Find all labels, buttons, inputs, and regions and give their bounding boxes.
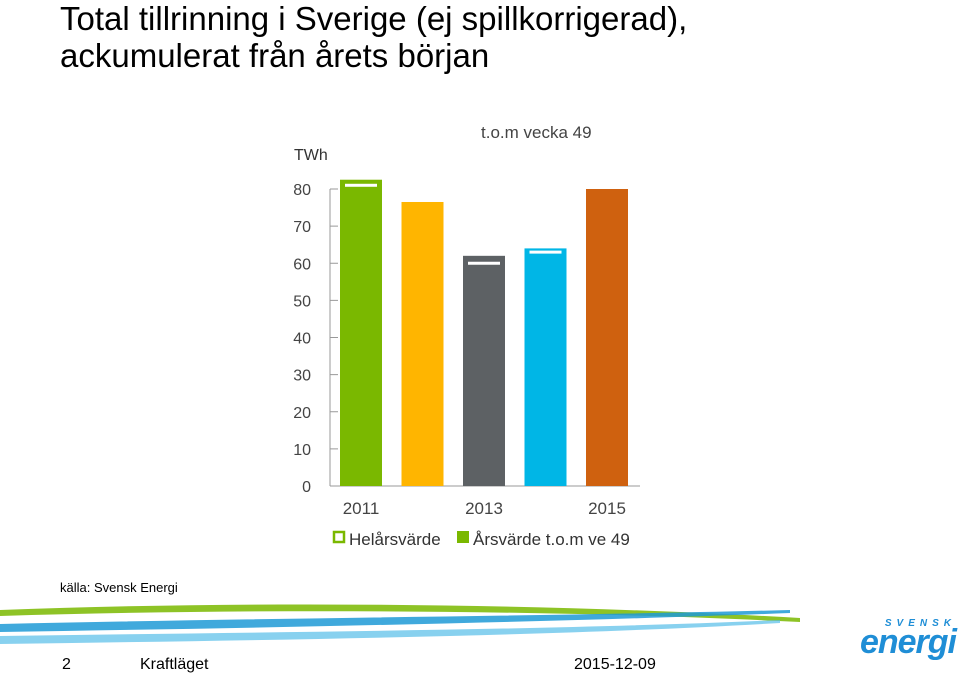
legend-swatch-to-date	[457, 531, 469, 543]
x-tick-label: 2011	[343, 499, 380, 518]
title-line-2: ackumulerat från årets början	[60, 37, 490, 74]
x-tick-label: 2013	[465, 499, 503, 518]
chart-annotation: t.o.m vecka 49	[481, 123, 592, 142]
full-year-marker-2011	[345, 183, 377, 187]
y-tick-label: 80	[293, 182, 311, 199]
full-year-marker-2013	[468, 261, 500, 265]
y-tick-label: 40	[293, 331, 311, 348]
bar-2015	[586, 189, 628, 486]
svensk-energi-logo: SVENSK energi	[848, 618, 958, 662]
legend-label-full-year: Helårsvärde	[349, 530, 441, 549]
y-tick-label: 70	[293, 219, 311, 236]
slide-title: Total tillrinning i Sverige (ej spillkor…	[60, 0, 940, 74]
bar-2011	[340, 179, 382, 486]
x-tick-label: 2015	[588, 499, 626, 518]
y-tick-label: 10	[293, 442, 311, 459]
source-note: källa: Svensk Energi	[60, 580, 178, 595]
y-tick-label: 60	[293, 256, 311, 273]
y-tick-label: 50	[293, 293, 311, 310]
legend-swatch-full-year	[332, 530, 346, 544]
y-tick-label: 30	[293, 368, 311, 385]
y-tick-label: 0	[302, 479, 311, 496]
y-axis-label: TWh	[294, 147, 328, 164]
y-tick-label: 20	[293, 405, 311, 422]
bar-2012	[401, 201, 444, 486]
legend-label-to-date: Årsvärde t.o.m ve 49	[473, 530, 630, 549]
bar-2013	[463, 255, 505, 486]
logo-top-text: SVENSK	[884, 618, 956, 629]
logo-main-text: energi	[859, 623, 957, 661]
title-line-1: Total tillrinning i Sverige (ej spillkor…	[60, 0, 688, 37]
footer-name: Kraftläget	[140, 656, 209, 673]
full-year-marker-2012	[406, 198, 439, 202]
page-number: 2	[62, 656, 71, 673]
decorative-swoosh	[0, 604, 800, 644]
bar-2014	[524, 248, 567, 486]
footer-date: 2015-12-09	[574, 656, 656, 673]
full-year-marker-2014	[529, 250, 562, 254]
bar-chart: TWh t.o.m vecka 49 0 10 20 30 40 50 60 70 80 2011 20…	[293, 123, 640, 549]
